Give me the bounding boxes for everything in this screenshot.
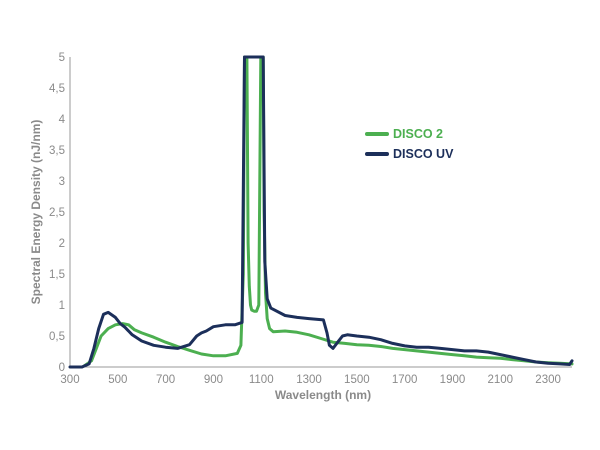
x-tick-label: 700	[156, 374, 175, 386]
y-tick-label: 2,5	[49, 207, 65, 219]
y-tick-label: 5	[59, 52, 65, 64]
series-line-disco-2	[82, 55, 574, 368]
x-axis-title: Wavelength (nm)	[275, 388, 371, 402]
y-axis-title: Spectral Energy Density (nJ/nm)	[29, 120, 43, 305]
x-tick-label: 2300	[535, 374, 561, 386]
y-tick-label: 1	[59, 300, 65, 312]
x-tick-label: 1700	[392, 374, 418, 386]
y-tick-label: 1,5	[49, 269, 65, 281]
y-tick-label: 4,5	[49, 83, 65, 95]
legend-label-disco-2: DISCO 2	[393, 127, 443, 141]
y-tick-label: 0,5	[49, 331, 65, 343]
legend: DISCO 2 DISCO UV	[365, 127, 454, 161]
legend-label-disco-uv: DISCO UV	[393, 147, 454, 161]
x-tick-label: 300	[60, 374, 79, 386]
y-tick-label: 0	[59, 362, 65, 374]
y-tick-label: 3	[59, 176, 65, 188]
y-tick-label: 2	[59, 238, 65, 250]
x-tick-label: 2100	[487, 374, 513, 386]
x-tick-label: 1900	[440, 374, 466, 386]
y-tick-label: 3,5	[49, 145, 65, 157]
x-tick-labels: 300 500 700 900 1100 1300 1500 1700 1900 2100 2300	[60, 374, 560, 386]
x-tick-label: 1100	[249, 374, 274, 386]
series-line-disco-uv	[68, 55, 574, 369]
y-tick-label: 4	[59, 114, 66, 126]
x-tick-label: 1500	[344, 374, 370, 386]
y-tick-labels: 0 0,5 1 1,5 2 2,5 3 3,5 4 4,5 5	[49, 52, 66, 374]
plot-area	[69, 57, 572, 368]
x-tick-label: 900	[204, 374, 223, 386]
series-lines	[68, 55, 574, 369]
x-tick-label: 1300	[296, 374, 322, 386]
x-tick-label: 500	[108, 374, 127, 386]
